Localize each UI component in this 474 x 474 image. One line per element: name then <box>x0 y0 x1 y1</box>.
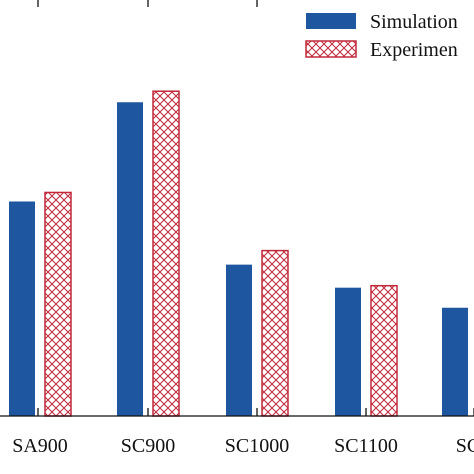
legend-swatch-simulation <box>306 13 356 29</box>
legend-label-simulation: Simulation <box>370 11 458 33</box>
legend-swatch-experiment <box>305 40 357 58</box>
experiment-bar-sc900 <box>152 90 180 417</box>
legend: Simulation Experimen <box>305 11 458 61</box>
x-tick-label: SC1000 <box>225 435 289 457</box>
ticks-group: SA900 SC900 SC1000 SC1100 SC1 <box>12 435 474 457</box>
simulation-bar-sa900 <box>9 201 35 416</box>
x-tick-label: SC900 <box>121 435 175 457</box>
x-tick-label: SC1 <box>456 435 474 457</box>
experiment-bar-sc1100 <box>370 284 398 417</box>
simulation-bar-sc1000 <box>226 264 252 416</box>
simulation-bar-sc1100 <box>335 287 361 416</box>
bars-group <box>9 90 468 417</box>
axes-group <box>0 0 474 417</box>
x-tick-label: SA900 <box>12 435 68 457</box>
experiment-bar-sc1000 <box>261 249 289 417</box>
simulation-bar-sc900 <box>117 102 143 416</box>
x-tick-label: SC1100 <box>334 435 398 457</box>
experiment-bar-sa900 <box>44 191 72 417</box>
legend-label-experiment: Experimen <box>370 39 458 61</box>
simulation-bar-sc1 <box>442 307 468 416</box>
